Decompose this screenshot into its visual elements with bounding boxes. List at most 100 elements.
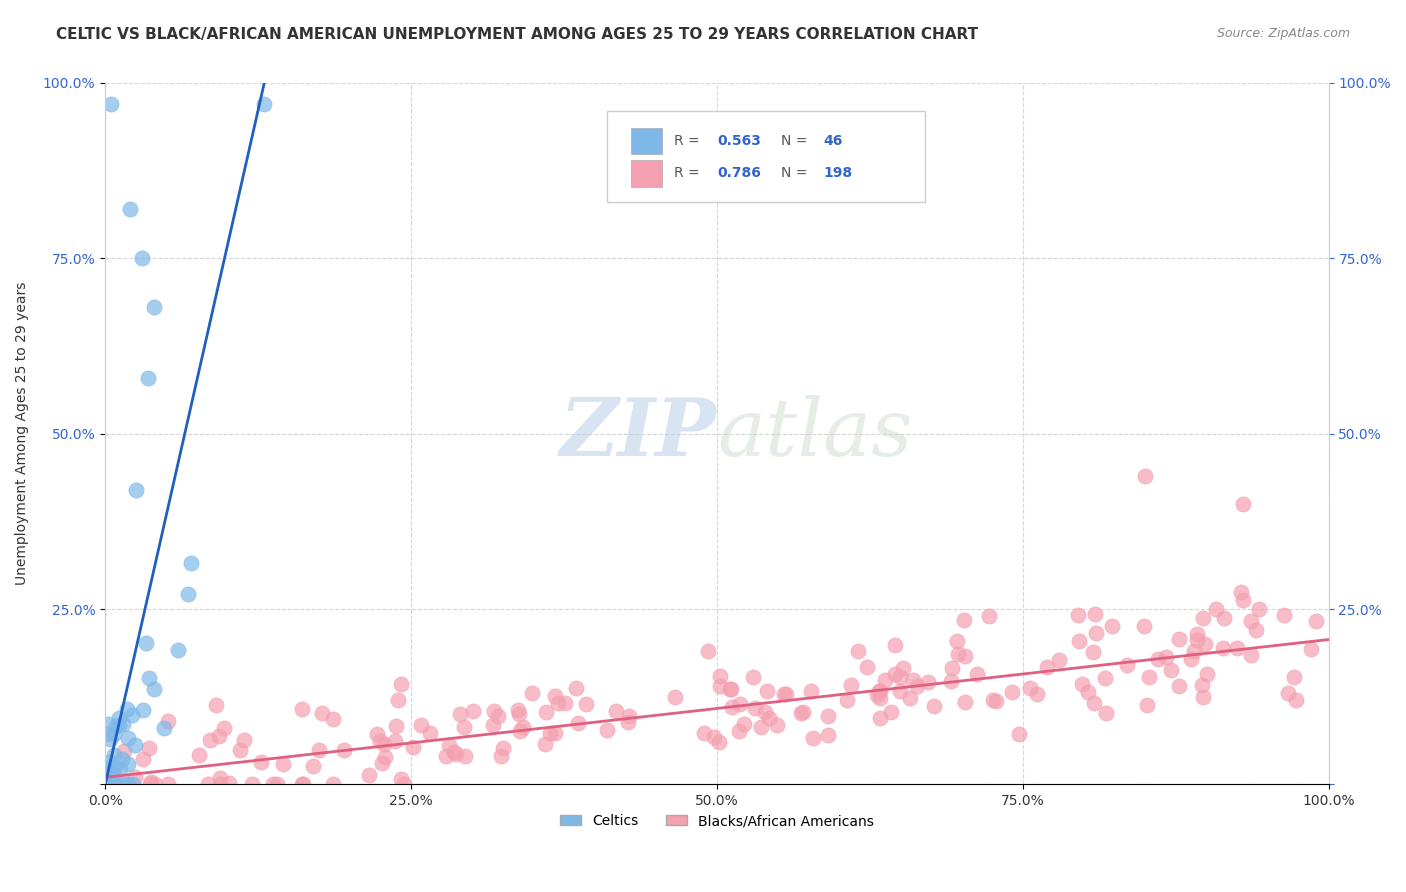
- Point: [1191, 690, 1213, 704]
- Point: [1077, 685, 1099, 699]
- Point: [218, 776, 240, 790]
- Point: [98, 732, 121, 747]
- Point: [138, 741, 160, 756]
- Point: [301, 759, 323, 773]
- Point: [508, 706, 530, 721]
- Point: [707, 735, 730, 749]
- Point: [955, 648, 977, 663]
- Point: [1154, 649, 1177, 664]
- Point: [744, 701, 766, 715]
- Point: [143, 681, 166, 696]
- Point: [945, 633, 967, 648]
- Point: [434, 749, 457, 764]
- Point: [311, 706, 333, 720]
- Point: [534, 738, 557, 752]
- Point: [209, 771, 232, 785]
- Point: [917, 675, 939, 690]
- Point: [792, 705, 814, 719]
- Text: 198: 198: [824, 167, 852, 180]
- Point: [208, 729, 231, 743]
- Point: [869, 711, 891, 725]
- Point: [108, 718, 131, 732]
- Point: [1007, 727, 1029, 741]
- Point: [291, 702, 314, 716]
- Point: [1133, 468, 1156, 483]
- Point: [103, 759, 125, 773]
- Point: [983, 693, 1005, 707]
- Point: [389, 677, 412, 691]
- Point: [322, 777, 344, 791]
- Point: [122, 777, 145, 791]
- Point: [444, 747, 467, 762]
- Point: [869, 691, 891, 706]
- Text: 46: 46: [824, 134, 842, 148]
- Point: [98, 777, 121, 791]
- FancyBboxPatch shape: [631, 128, 662, 154]
- Point: [131, 752, 153, 766]
- Point: [1192, 611, 1215, 625]
- Point: [453, 720, 475, 734]
- Point: [385, 719, 408, 733]
- Point: [512, 720, 534, 734]
- Point: [135, 636, 157, 650]
- Text: CELTIC VS BLACK/AFRICAN AMERICAN UNEMPLOYMENT AMONG AGES 25 TO 29 YEARS CORRELAT: CELTIC VS BLACK/AFRICAN AMERICAN UNEMPLO…: [56, 27, 979, 42]
- Point: [138, 671, 160, 685]
- Point: [197, 777, 219, 791]
- Point: [1000, 685, 1022, 699]
- Point: [837, 693, 859, 707]
- Point: [616, 715, 638, 730]
- Point: [567, 716, 589, 731]
- Point: [1147, 651, 1170, 665]
- Point: [96, 761, 118, 775]
- Point: [291, 777, 314, 791]
- Point: [373, 737, 395, 751]
- Point: [883, 666, 905, 681]
- Point: [547, 696, 569, 710]
- Point: [124, 770, 146, 784]
- Point: [1066, 608, 1088, 623]
- Point: [103, 764, 125, 779]
- Point: [898, 691, 921, 706]
- Point: [117, 757, 139, 772]
- Y-axis label: Unemployment Among Ages 25 to 29 years: Unemployment Among Ages 25 to 29 years: [15, 282, 30, 585]
- Point: [1160, 663, 1182, 677]
- Point: [1185, 627, 1208, 641]
- Text: ZIP: ZIP: [560, 395, 717, 473]
- Point: [100, 97, 122, 112]
- Point: [167, 643, 190, 657]
- Point: [437, 738, 460, 752]
- Text: R =: R =: [673, 134, 704, 148]
- Point: [131, 252, 153, 266]
- Point: [1167, 632, 1189, 646]
- Point: [1094, 671, 1116, 685]
- Point: [103, 726, 125, 740]
- Point: [121, 707, 143, 722]
- Point: [124, 738, 146, 752]
- Point: [1084, 607, 1107, 622]
- Point: [208, 777, 231, 791]
- Point: [157, 714, 180, 728]
- Point: [1282, 670, 1305, 684]
- Point: [136, 370, 159, 384]
- Point: [905, 679, 928, 693]
- Point: [371, 756, 394, 770]
- Point: [105, 719, 128, 733]
- Point: [966, 667, 988, 681]
- Point: [139, 777, 162, 791]
- Point: [153, 721, 176, 735]
- Point: [1067, 634, 1090, 648]
- Point: [96, 727, 118, 741]
- Point: [883, 639, 905, 653]
- Point: [869, 683, 891, 698]
- Point: [359, 768, 381, 782]
- Point: [575, 697, 598, 711]
- Point: [1230, 584, 1253, 599]
- Point: [544, 726, 567, 740]
- Point: [111, 752, 134, 766]
- Point: [846, 644, 869, 658]
- Point: [114, 777, 136, 791]
- Point: [212, 722, 235, 736]
- Point: [889, 669, 911, 683]
- Point: [891, 661, 914, 675]
- Text: R =: R =: [673, 167, 704, 180]
